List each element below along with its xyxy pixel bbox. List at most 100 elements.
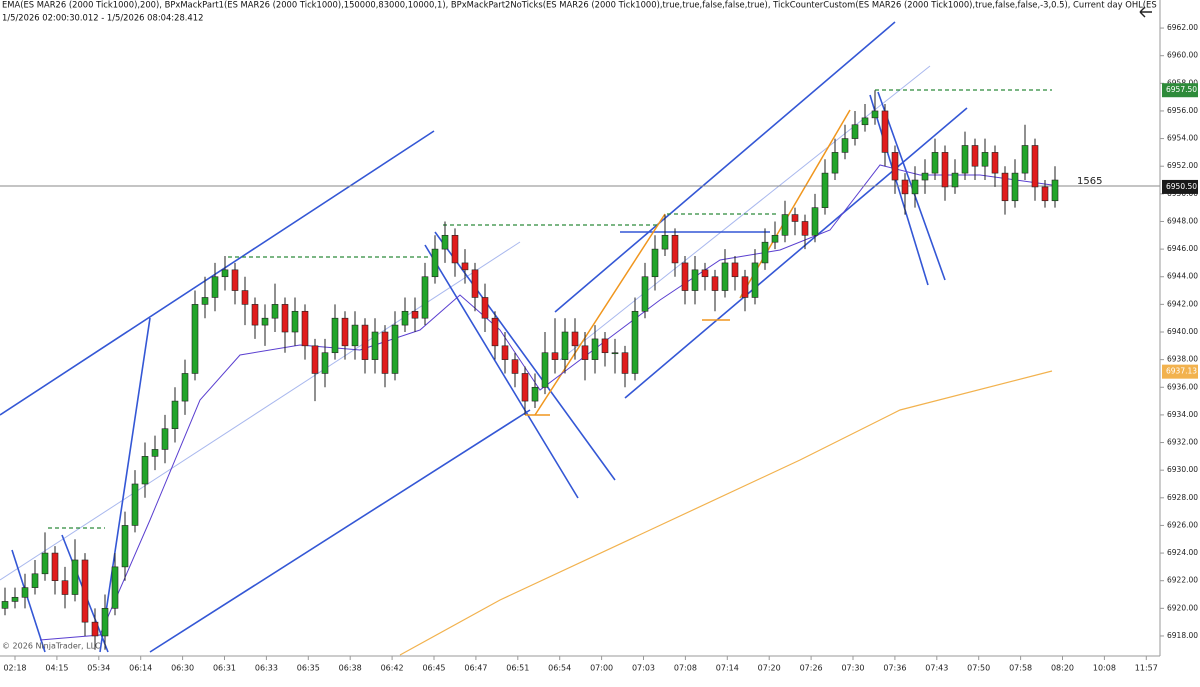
- candle-body: [511, 359, 519, 374]
- y-tick-label: 6928.00: [1167, 493, 1198, 502]
- candle-body: [241, 290, 249, 305]
- y-tick-label: 6960.00: [1167, 51, 1198, 60]
- candle-body: [371, 331, 379, 360]
- candle-body: [31, 573, 39, 588]
- candle-body: [701, 269, 709, 278]
- candle-body: [131, 483, 139, 526]
- y-tick-label: 6932.00: [1167, 438, 1198, 447]
- candle-body: [231, 269, 239, 291]
- candle-body: [71, 559, 79, 595]
- x-tick-label: 04:15: [45, 664, 68, 673]
- candle-body: [11, 596, 19, 602]
- trend-line: [0, 241, 521, 581]
- candle-body: [641, 276, 649, 312]
- x-tick-label: 07:58: [1009, 664, 1032, 673]
- candle-body: [331, 317, 339, 354]
- candle-body: [621, 352, 629, 374]
- candle-body: [971, 145, 979, 167]
- candle-body: [21, 587, 29, 598]
- candle-body: [951, 172, 959, 188]
- y-tick-label: 6930.00: [1167, 465, 1198, 474]
- candle-body: [921, 172, 929, 181]
- candle-body: [551, 352, 559, 360]
- x-tick-label: 05:34: [87, 664, 110, 673]
- candle-body: [251, 304, 259, 326]
- y-tick-label: 6938.00: [1167, 355, 1198, 364]
- y-tick-label: 6962.00: [1167, 23, 1198, 32]
- candle-body: [291, 310, 299, 333]
- candle-body: [431, 248, 439, 278]
- candle-body: [871, 110, 879, 119]
- candle-body: [151, 449, 159, 457]
- candle-body: [681, 262, 689, 291]
- candle-body: [491, 317, 499, 347]
- candle-body: [671, 234, 679, 264]
- candle-body: [881, 110, 889, 153]
- candle-body: [391, 324, 399, 374]
- candle-body: [691, 269, 699, 291]
- y-tick-label: 6924.00: [1167, 548, 1198, 557]
- price-marker-label: 6937.13: [1166, 367, 1197, 376]
- candle-body: [401, 310, 409, 326]
- candle-body: [801, 221, 809, 236]
- x-tick-label: 06:45: [422, 664, 445, 673]
- x-tick-label: 06:54: [548, 664, 571, 673]
- candle-body: [221, 269, 229, 278]
- y-tick-label: 6926.00: [1167, 520, 1198, 529]
- y-tick-label: 6948.00: [1167, 216, 1198, 225]
- candle-body: [411, 310, 419, 319]
- candle-body: [991, 152, 999, 174]
- y-tick-label: 6944.00: [1167, 272, 1198, 281]
- candle-body: [651, 248, 659, 278]
- candle-body: [831, 152, 839, 174]
- candle-body: [161, 428, 169, 450]
- trend-line: [424, 244, 579, 499]
- candle-body: [711, 276, 719, 291]
- x-tick-label: 06:31: [213, 664, 236, 673]
- candle-body: [281, 304, 289, 333]
- candle-body: [521, 373, 529, 402]
- y-axis-panel: [1160, 0, 1200, 687]
- candle-body: [861, 117, 869, 126]
- trend-line: [0, 130, 435, 416]
- candle-body: [1001, 172, 1009, 202]
- trend-line: [624, 107, 968, 399]
- candle-body: [91, 621, 99, 637]
- x-tick-label: 07:00: [590, 664, 613, 673]
- x-tick-label: 02:18: [3, 664, 26, 673]
- candle-body: [791, 214, 799, 222]
- candle-body: [201, 297, 209, 305]
- candle-body: [261, 317, 269, 326]
- candle-body: [41, 552, 49, 575]
- x-tick-label: 06:47: [464, 664, 487, 673]
- candle-body: [361, 324, 369, 360]
- candle-body: [891, 152, 899, 181]
- candle-body: [571, 331, 579, 347]
- back-button[interactable]: [1139, 6, 1152, 18]
- trend-line: [149, 409, 531, 653]
- y-tick-label: 6946.00: [1167, 244, 1198, 253]
- x-tick-label: 07:08: [674, 664, 697, 673]
- trend-line: [869, 94, 929, 286]
- candle-body: [1051, 179, 1059, 202]
- candle-body: [461, 262, 469, 271]
- price-marker: [1162, 179, 1198, 194]
- candle-body: [591, 338, 599, 360]
- candle-body: [741, 276, 749, 298]
- candle-body: [911, 179, 919, 195]
- candle-body: [141, 456, 149, 485]
- candle-body: [171, 400, 179, 430]
- candle-body: [631, 310, 639, 374]
- candle-body: [661, 234, 669, 250]
- candle-body: [81, 559, 89, 623]
- drawing-objects: [0, 21, 1160, 656]
- price-marker: [1162, 83, 1198, 98]
- candle-body: [811, 207, 819, 236]
- copyright: © 2026 NinjaTrader, LLC: [2, 642, 101, 651]
- candle-body: [771, 234, 779, 243]
- candle-body: [541, 352, 549, 388]
- candle-body: [981, 152, 989, 167]
- time-range: 1/5/2026 02:00:30.012 - 1/5/2026 08:04:2…: [2, 13, 203, 23]
